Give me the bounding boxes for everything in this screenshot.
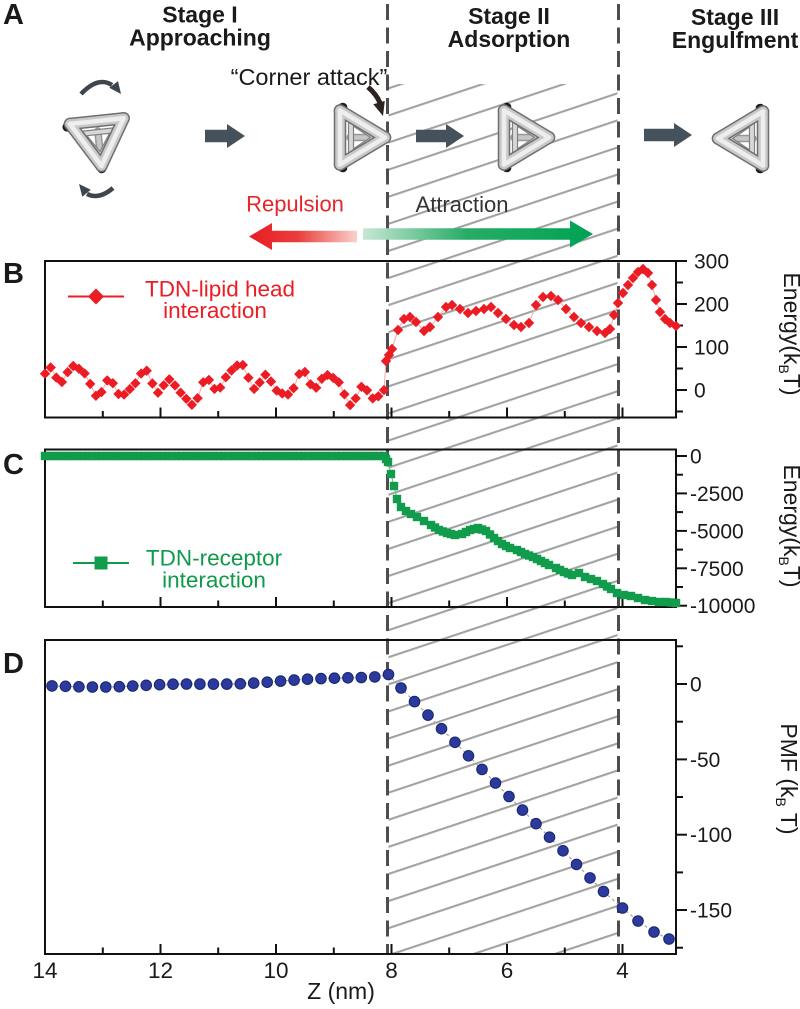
svg-text:“Corner attack”: “Corner attack”: [231, 64, 388, 90]
svg-text:0: 0: [690, 446, 702, 469]
svg-text:0: 0: [694, 380, 706, 403]
svg-text:12: 12: [148, 958, 173, 983]
svg-text:200: 200: [694, 294, 729, 317]
svg-text:TDN-receptor: TDN-receptor: [146, 546, 283, 571]
svg-text:10: 10: [263, 958, 288, 983]
svg-text:TDN-lipid head: TDN-lipid head: [145, 277, 295, 302]
svg-text:A: A: [3, 0, 24, 31]
svg-text:Stage I: Stage I: [162, 2, 237, 28]
svg-text:interaction: interaction: [163, 298, 267, 323]
svg-text:PMF (kB T): PMF (kB T): [773, 723, 800, 834]
svg-text:100: 100: [694, 337, 729, 360]
svg-text:-7500: -7500: [690, 558, 744, 581]
svg-text:D: D: [3, 648, 24, 680]
svg-text:-150: -150: [690, 900, 732, 923]
svg-text:-10000: -10000: [690, 595, 755, 618]
svg-text:Z (nm): Z (nm): [307, 978, 375, 1004]
svg-text:6: 6: [501, 958, 514, 983]
svg-text:8: 8: [385, 958, 398, 983]
svg-text:interaction: interaction: [162, 568, 266, 593]
svg-text:Engulfment: Engulfment: [672, 27, 799, 53]
svg-text:Stage III: Stage III: [691, 4, 779, 30]
svg-text:14: 14: [32, 958, 57, 983]
svg-text:Repulsion: Repulsion: [246, 192, 344, 217]
svg-text:0: 0: [690, 674, 702, 697]
svg-text:Adsorption: Adsorption: [448, 26, 571, 52]
svg-text:Energy(kBT): Energy(kBT): [776, 464, 800, 587]
svg-text:Stage II: Stage II: [468, 3, 550, 29]
svg-text:-50: -50: [690, 749, 720, 772]
svg-text:4: 4: [616, 958, 629, 983]
svg-text:Energy(kBT): Energy(kBT): [776, 272, 800, 395]
svg-text:Approaching: Approaching: [129, 25, 271, 51]
svg-text:C: C: [3, 449, 24, 481]
svg-text:-5000: -5000: [690, 520, 744, 543]
svg-text:-100: -100: [690, 824, 732, 847]
svg-text:-2500: -2500: [690, 483, 744, 506]
svg-text:300: 300: [694, 251, 729, 274]
svg-text:B: B: [3, 258, 24, 290]
svg-text:Attraction: Attraction: [416, 192, 509, 217]
